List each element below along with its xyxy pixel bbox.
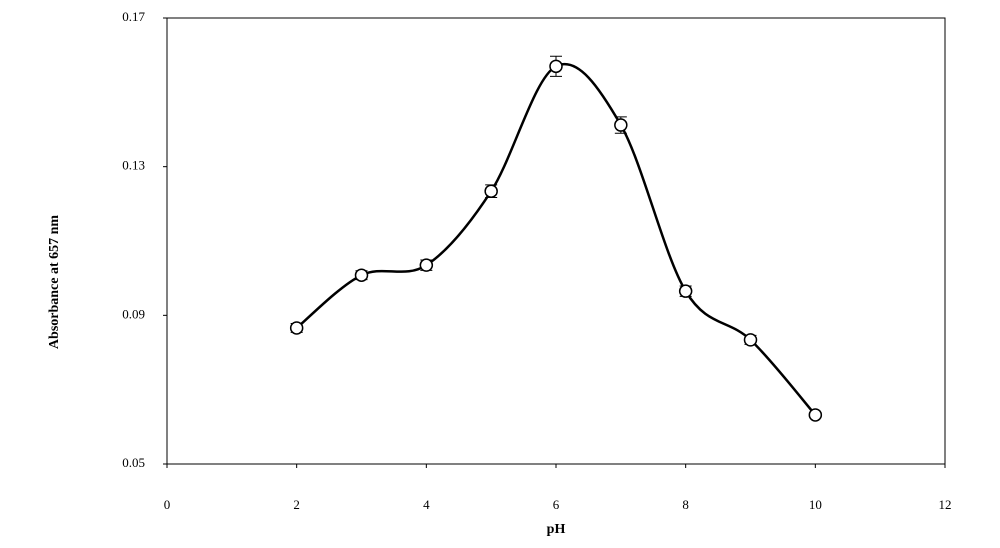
data-point [614,118,628,132]
data-point [419,258,434,272]
x-tick-label: 4 [423,497,430,512]
data-point [808,408,823,422]
data-point [354,268,369,282]
x-axis-title: pH [547,522,566,537]
data-point [549,59,563,74]
x-tick-label: 0 [164,497,171,512]
y-axis-title: Absorbance at 657 nm [47,215,62,350]
x-tick-label: 12 [939,497,952,512]
x-tick-label: 10 [809,497,822,512]
x-tick-label: 2 [293,497,300,512]
data-point [743,333,758,347]
data-line [295,63,817,416]
plot-frame [166,17,946,465]
x-tick-label: 6 [553,497,560,512]
y-tick-label: 0.05 [122,455,145,470]
data-point [289,321,304,335]
x-tick-label: 8 [682,497,689,512]
data-point [484,184,498,198]
data-point [678,284,693,298]
y-tick-label: 0.17 [122,9,145,24]
y-tick-label: 0.09 [122,306,145,321]
y-tick-label: 0.13 [122,158,145,173]
